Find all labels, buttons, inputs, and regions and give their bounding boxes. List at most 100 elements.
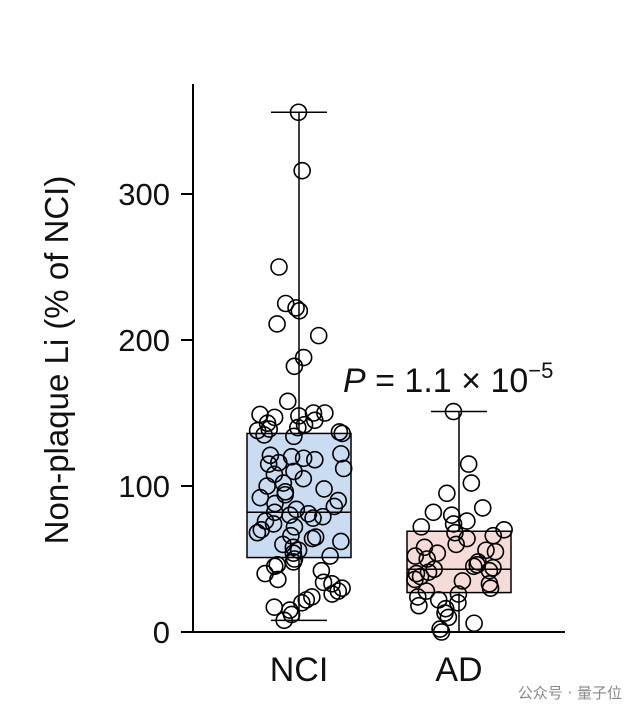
data-point — [330, 423, 349, 441]
data-point — [252, 520, 271, 539]
data-point — [444, 402, 463, 421]
data-point — [259, 455, 278, 473]
data-point — [278, 392, 297, 411]
y-tick-label: 300 — [118, 177, 170, 212]
y-ticks: 0 100 200 300 — [118, 177, 193, 650]
data-point — [462, 474, 481, 492]
data-point — [458, 512, 476, 530]
data-point — [321, 547, 339, 565]
data-point — [268, 315, 286, 333]
data-point — [281, 506, 299, 525]
data-point — [285, 518, 304, 536]
data-point — [312, 561, 331, 580]
data-point — [276, 294, 295, 313]
data-point — [266, 494, 284, 513]
data-point — [444, 515, 463, 533]
data-point — [274, 535, 292, 554]
data-point — [276, 485, 295, 504]
data-point — [306, 411, 324, 430]
data-point — [297, 591, 316, 609]
p-value-text: = 1.1 × 10 — [366, 362, 529, 400]
data-point — [484, 558, 502, 577]
y-tick-label: 100 — [118, 469, 170, 504]
p-value-exponent: −5 — [528, 358, 553, 383]
p-symbol: P — [343, 362, 366, 400]
data-point — [417, 582, 436, 600]
data-point — [480, 561, 499, 580]
data-point — [447, 535, 465, 554]
data-point — [284, 544, 303, 562]
data-point — [408, 588, 427, 606]
data-point — [287, 500, 306, 519]
data-point — [289, 418, 307, 437]
data-point — [294, 348, 313, 367]
data-point — [436, 604, 454, 622]
x-category-label-ad: AD — [435, 651, 482, 689]
data-point — [465, 614, 483, 633]
data-point — [290, 301, 309, 320]
data-point — [325, 497, 344, 516]
y-tick-label: 200 — [118, 323, 170, 358]
data-point — [268, 556, 287, 574]
watermark: 公众号 · 量子位 — [517, 684, 622, 702]
data-point — [458, 529, 476, 548]
data-point — [269, 570, 287, 589]
data-point — [453, 572, 472, 590]
data-point — [251, 488, 270, 507]
data-point — [299, 504, 318, 523]
y-axis-title: Non-plaque Li (% of NCI) — [38, 176, 75, 545]
data-point — [473, 499, 492, 517]
data-point — [309, 326, 328, 345]
data-point — [332, 445, 350, 463]
data-point — [256, 512, 275, 530]
data-point — [431, 620, 449, 638]
data-point — [334, 459, 353, 478]
data-point — [464, 557, 483, 576]
data-point — [439, 608, 458, 627]
data-point — [260, 420, 279, 438]
y-axis — [192, 84, 565, 633]
data-point — [255, 426, 273, 444]
data-point — [289, 103, 308, 122]
data-point — [304, 509, 322, 527]
data-point — [333, 424, 352, 443]
data-point — [449, 593, 467, 612]
data-point — [495, 520, 513, 539]
data-point — [303, 529, 322, 548]
data-point — [270, 453, 288, 472]
data-points — [248, 103, 513, 641]
data-point — [285, 427, 303, 446]
data-point — [293, 161, 311, 180]
data-point — [294, 449, 313, 468]
data-point — [270, 258, 288, 276]
data-point — [410, 596, 428, 615]
data-point — [306, 450, 324, 469]
data-point — [285, 357, 304, 376]
data-point — [438, 484, 456, 503]
data-point — [315, 480, 333, 498]
data-point — [314, 507, 332, 526]
data-point — [442, 506, 461, 525]
data-point — [432, 623, 451, 641]
data-point — [275, 611, 293, 630]
data-point — [323, 585, 341, 603]
data-point — [459, 455, 478, 473]
p-value-annotation: P = 1.1 × 10−5 — [343, 358, 553, 400]
x-category-label-nci: NCI — [270, 651, 329, 689]
data-point — [481, 579, 500, 598]
data-point — [406, 547, 425, 565]
data-point — [412, 518, 431, 536]
data-point — [287, 299, 305, 317]
data-point — [294, 469, 313, 488]
data-point — [424, 503, 443, 522]
data-point — [248, 523, 267, 542]
data-point — [446, 523, 464, 542]
data-point — [333, 579, 351, 598]
y-tick-label: 0 — [153, 615, 170, 650]
data-point — [406, 570, 424, 589]
data-point — [329, 491, 348, 510]
data-point — [314, 573, 333, 592]
data-point — [332, 532, 350, 551]
data-point — [449, 585, 468, 603]
